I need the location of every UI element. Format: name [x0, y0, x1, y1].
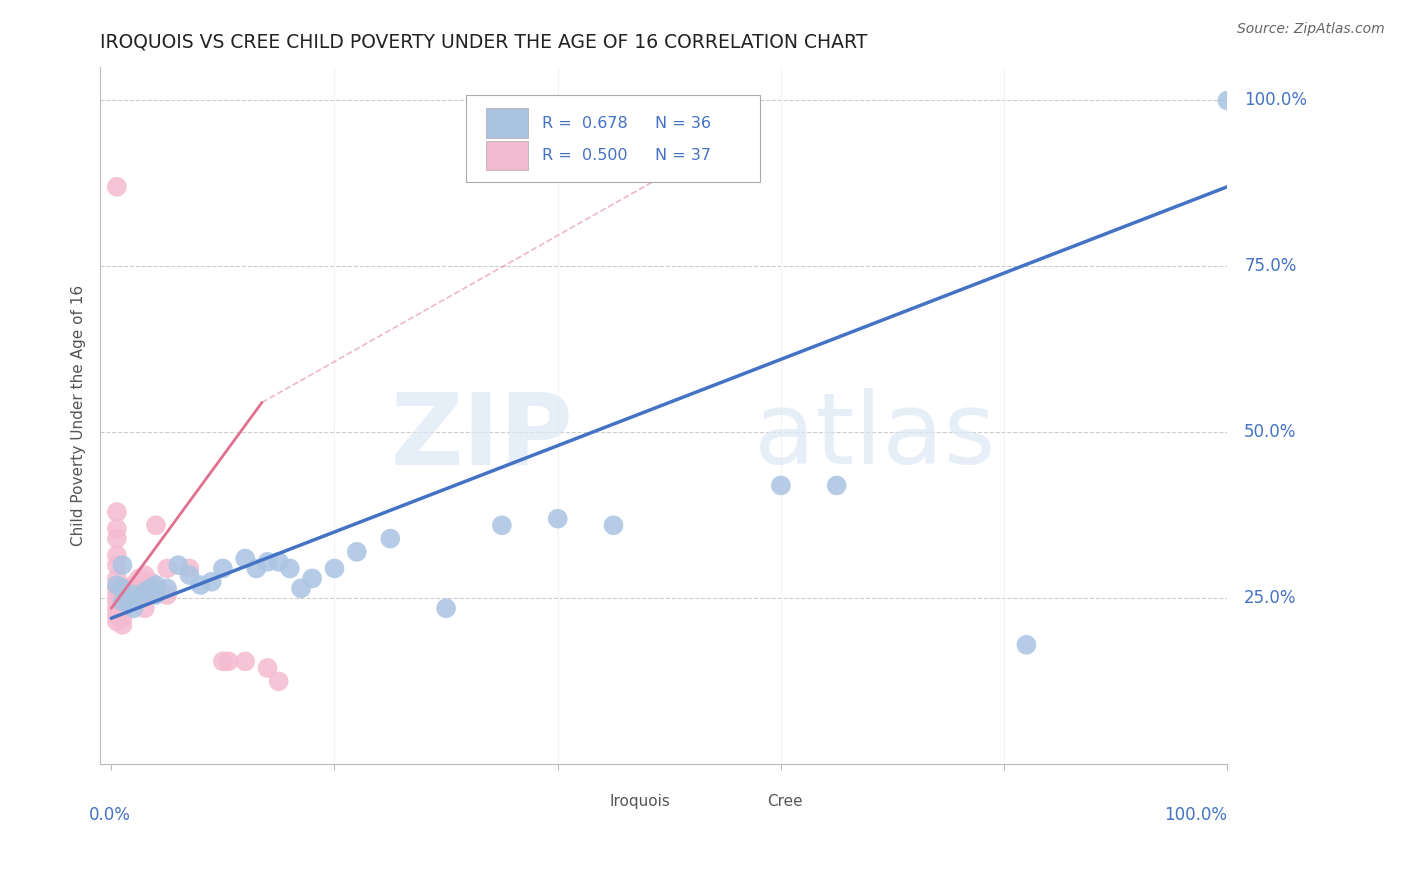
Point	[256, 555, 278, 569]
Point	[190, 578, 212, 592]
Point	[256, 661, 278, 675]
Point	[105, 522, 128, 536]
Text: R =  0.500: R = 0.500	[541, 148, 627, 163]
Point	[117, 594, 139, 608]
Text: 50.0%: 50.0%	[1244, 424, 1296, 442]
Point	[491, 518, 513, 533]
Text: 0.0%: 0.0%	[89, 806, 131, 824]
Point	[105, 607, 128, 622]
Point	[122, 578, 145, 592]
Point	[233, 551, 256, 566]
Point	[201, 574, 224, 589]
Text: N = 36: N = 36	[655, 116, 710, 130]
Point	[212, 654, 235, 668]
Point	[156, 582, 179, 596]
Point	[111, 558, 134, 573]
Point	[117, 582, 139, 596]
Point	[267, 674, 290, 689]
Point	[122, 601, 145, 615]
Point	[156, 561, 179, 575]
Point	[134, 601, 156, 615]
Point	[245, 561, 267, 575]
Point	[346, 545, 368, 559]
Point	[145, 588, 167, 602]
Text: 100.0%: 100.0%	[1244, 92, 1308, 110]
Point	[105, 582, 128, 596]
Point	[105, 505, 128, 519]
Point	[105, 532, 128, 546]
Point	[139, 574, 162, 589]
Point	[105, 558, 128, 573]
Bar	[485, 141, 529, 170]
Point	[105, 571, 128, 585]
Point	[122, 588, 145, 602]
Point	[128, 582, 150, 596]
Point	[117, 588, 139, 602]
Point	[128, 591, 150, 606]
Point	[1015, 638, 1038, 652]
Point	[111, 618, 134, 632]
Point	[128, 571, 150, 585]
Point	[323, 561, 346, 575]
Point	[105, 548, 128, 562]
Point	[145, 582, 167, 596]
Point	[179, 561, 201, 575]
Point	[825, 478, 848, 492]
FancyBboxPatch shape	[467, 95, 759, 182]
Point	[769, 478, 792, 492]
Point	[278, 561, 301, 575]
Point	[380, 532, 402, 546]
Text: N = 37: N = 37	[655, 148, 710, 163]
Point	[139, 582, 162, 596]
Point	[145, 518, 167, 533]
Text: 25.0%: 25.0%	[1244, 590, 1296, 607]
Y-axis label: Child Poverty Under the Age of 16: Child Poverty Under the Age of 16	[72, 285, 86, 546]
Point	[111, 594, 134, 608]
Point	[1216, 94, 1239, 108]
Point	[434, 601, 457, 615]
Text: Cree: Cree	[768, 794, 803, 809]
Point	[105, 615, 128, 629]
Point	[105, 588, 128, 602]
Text: Iroquois: Iroquois	[610, 794, 671, 809]
Point	[111, 611, 134, 625]
Text: IROQUOIS VS CREE CHILD POVERTY UNDER THE AGE OF 16 CORRELATION CHART: IROQUOIS VS CREE CHILD POVERTY UNDER THE…	[100, 33, 868, 52]
Point	[167, 558, 190, 573]
Point	[179, 568, 201, 582]
Text: 100.0%: 100.0%	[1164, 806, 1227, 824]
Text: R =  0.678: R = 0.678	[541, 116, 627, 130]
Point	[233, 654, 256, 668]
Point	[134, 584, 156, 599]
Point	[111, 601, 134, 615]
Point	[212, 561, 235, 575]
Point	[145, 578, 167, 592]
Point	[547, 511, 569, 525]
Point	[105, 601, 128, 615]
Text: Source: ZipAtlas.com: Source: ZipAtlas.com	[1237, 22, 1385, 37]
Point	[111, 594, 134, 608]
Point	[105, 179, 128, 194]
Point	[602, 518, 624, 533]
Text: atlas: atlas	[754, 388, 995, 485]
Point	[134, 568, 156, 582]
Bar	[574, 789, 602, 811]
Point	[290, 582, 312, 596]
Point	[134, 588, 156, 602]
Point	[301, 571, 323, 585]
Bar	[731, 789, 759, 811]
Text: 75.0%: 75.0%	[1244, 258, 1296, 276]
Bar	[485, 109, 529, 137]
Point	[267, 555, 290, 569]
Text: ZIP: ZIP	[391, 388, 574, 485]
Point	[156, 588, 179, 602]
Point	[111, 582, 134, 596]
Point	[105, 578, 128, 592]
Point	[217, 654, 239, 668]
Point	[117, 594, 139, 608]
Point	[105, 594, 128, 608]
